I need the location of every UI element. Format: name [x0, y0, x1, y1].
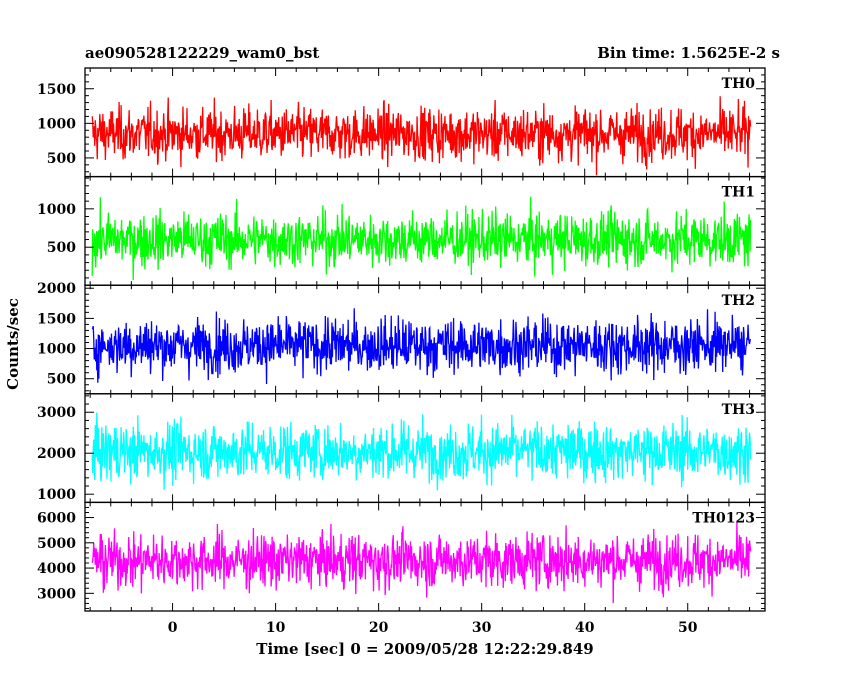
panel-th2: 500 1000 1500 2000 TH2 — [37, 281, 766, 395]
y-axis-label: Counts/sec — [4, 298, 22, 390]
y-tick-label: 6000 — [37, 511, 76, 527]
y-tick-label: 3000 — [37, 405, 76, 421]
panel-label: TH3 — [722, 402, 755, 418]
y-tick-label: 5000 — [37, 536, 76, 552]
series-th3 — [91, 412, 752, 491]
y-tick-label: 3000 — [37, 586, 76, 602]
x-tick-label: 50 — [678, 620, 698, 636]
panel-th1: 500 1000 TH1 — [37, 175, 766, 286]
panel-label: TH2 — [722, 293, 755, 309]
y-tick-label: 500 — [47, 151, 76, 167]
chart-title: ae090528122229_wam0_bst — [85, 44, 319, 62]
x-axis-label: Time [sec] 0 = 2009/05/28 12:22:29.849 — [256, 640, 593, 658]
panel-th0: 500 1000 1500 TH0 — [37, 67, 766, 178]
y-tick-label: 500 — [47, 372, 76, 388]
chart-subtitle: Bin time: 1.5625E-2 s — [597, 44, 780, 62]
panel-th0123: 3000 4000 5000 6000 TH0123 — [37, 501, 766, 612]
series-th2 — [91, 308, 752, 384]
x-tick-label: 20 — [369, 620, 389, 636]
y-tick-label: 1000 — [37, 202, 76, 218]
y-tick-label: 1000 — [37, 342, 76, 358]
y-tick-label: 1500 — [37, 311, 76, 327]
y-tick-label: 1500 — [37, 82, 76, 98]
x-tick-label: 0 — [168, 620, 178, 636]
panel-th3: 1000 2000 3000 TH3 — [37, 393, 766, 503]
panel-label: TH0123 — [692, 510, 755, 526]
y-tick-label: 1000 — [37, 116, 76, 132]
panel-label: TH0 — [722, 76, 756, 92]
y-tick-label: 1000 — [37, 487, 76, 503]
y-tick-label: 2000 — [37, 281, 76, 297]
series-th0 — [91, 96, 752, 176]
panel-frame — [84, 501, 766, 612]
y-tick-label: 2000 — [37, 446, 76, 462]
x-tick-label: 30 — [472, 620, 492, 636]
x-tick-label: 10 — [266, 620, 286, 636]
series-th0123 — [91, 521, 752, 604]
series-th1 — [91, 196, 752, 280]
y-tick-label: 4000 — [37, 561, 76, 577]
y-tick-label: 500 — [47, 240, 76, 256]
panel-label: TH1 — [722, 185, 755, 201]
x-tick-label: 40 — [575, 620, 595, 636]
